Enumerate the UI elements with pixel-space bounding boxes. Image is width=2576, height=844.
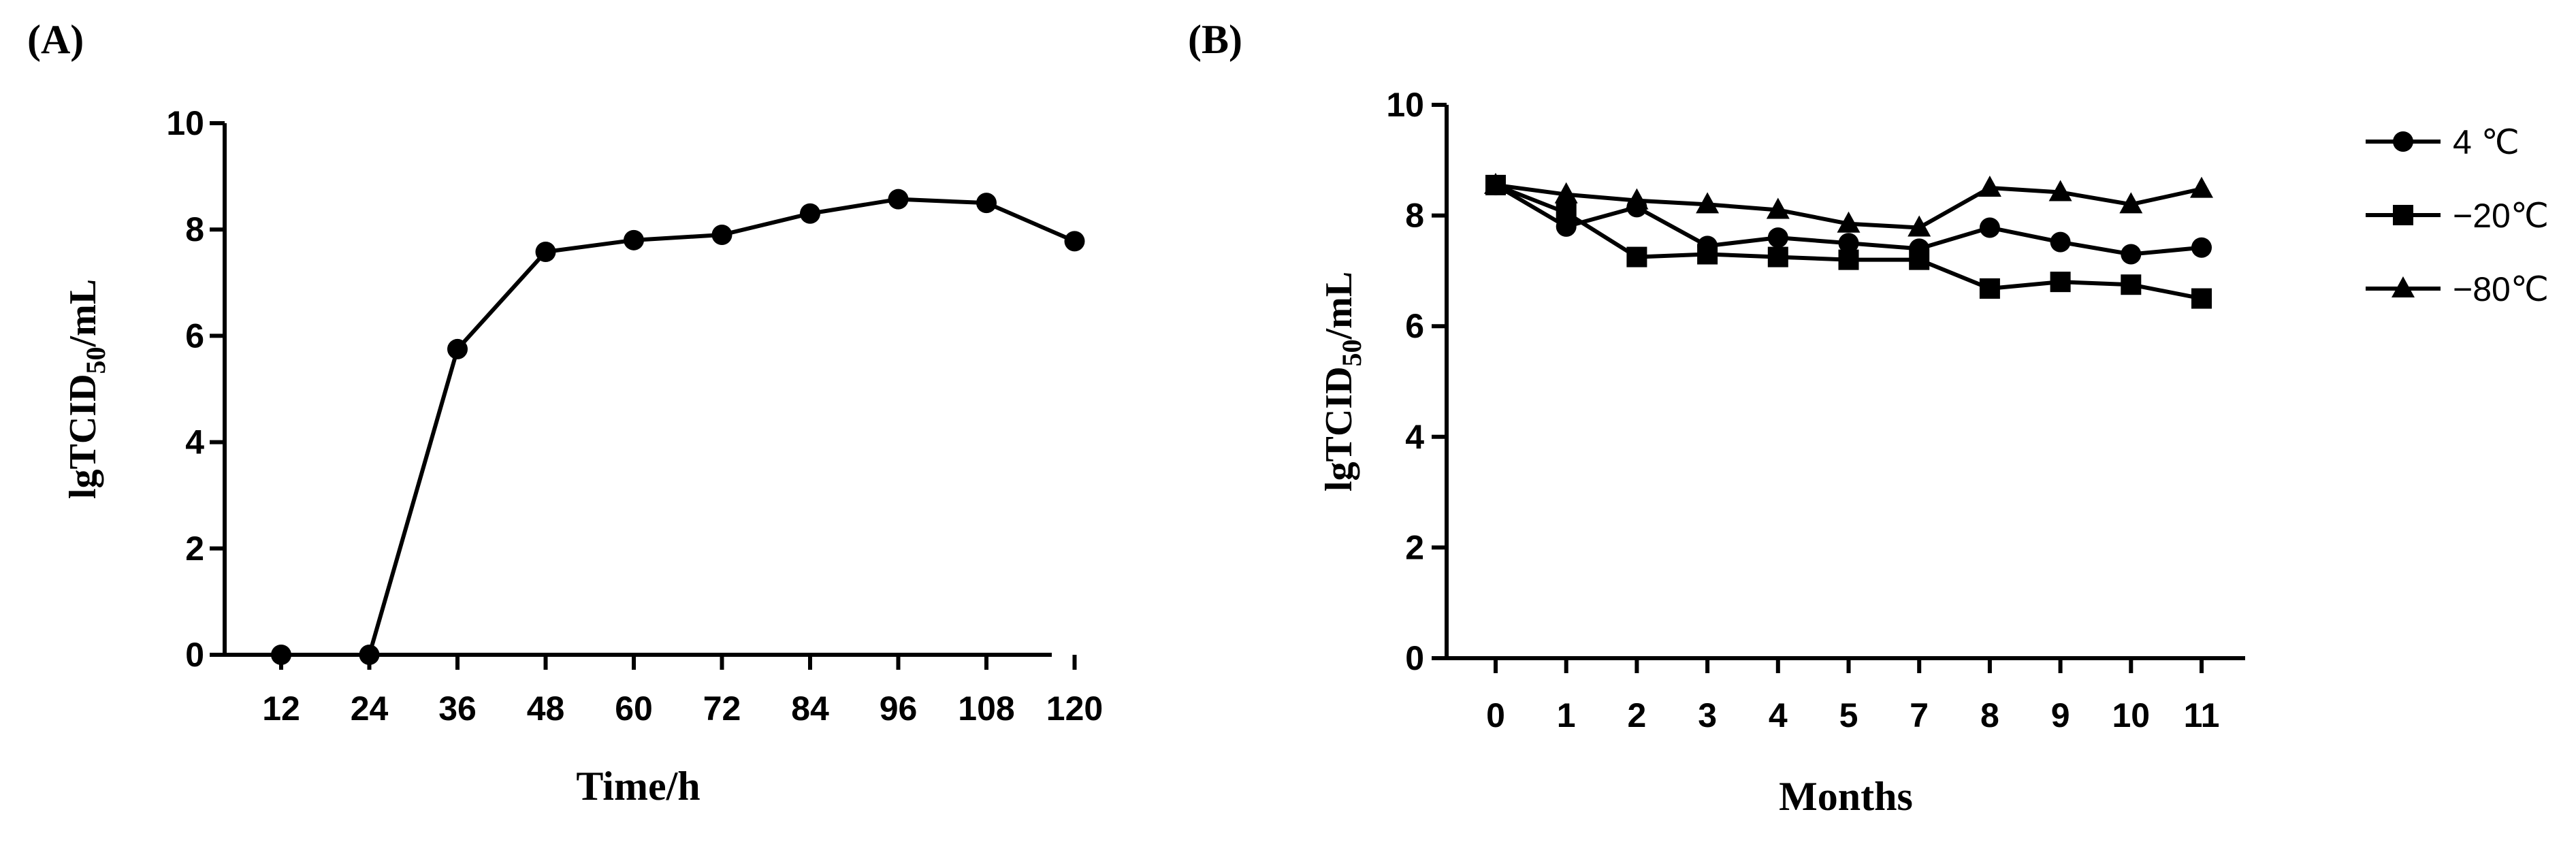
x-tick-label: 2 — [1627, 696, 1646, 734]
data-point — [800, 203, 820, 224]
x-tick-label: 60 — [615, 689, 653, 728]
data-point — [1696, 192, 1720, 214]
data-point — [711, 225, 732, 246]
legend-item: −80℃ — [2366, 270, 2549, 308]
legend-label: −80℃ — [2453, 270, 2549, 308]
y-tick-label: 0 — [185, 636, 204, 674]
legend-label: −20℃ — [2453, 197, 2549, 235]
data-point — [1978, 175, 2001, 197]
x-tick-label: 10 — [2112, 696, 2150, 734]
data-point — [1484, 172, 1507, 194]
data-point — [2048, 180, 2072, 201]
x-tick-label: 96 — [880, 689, 918, 728]
x-tick-label: 0 — [1486, 696, 1505, 734]
data-point — [1766, 197, 1790, 219]
x-axis-label: Time/h — [576, 764, 700, 809]
x-tick-label: 48 — [527, 689, 565, 728]
data-point — [1064, 231, 1085, 252]
legend-item: 4 ℃ — [2366, 123, 2519, 161]
data-point — [1697, 244, 1718, 265]
data-point — [1554, 182, 1578, 204]
data-point — [1979, 278, 2000, 299]
series-3 — [1484, 172, 2213, 237]
y-axis-label: lgTCID50/mL — [62, 279, 111, 499]
y-tick-label: 2 — [185, 530, 204, 568]
data-point — [888, 189, 909, 210]
y-tick-label: 10 — [166, 104, 204, 142]
x-tick-label: 72 — [703, 689, 741, 728]
chart-panel-b: (B) 0 2 4 6 8 10 0 1 2 3 4 5 7 8 9 10 11 Months lgTCID50/mL… — [1188, 17, 2549, 819]
data-point — [359, 645, 380, 665]
panel-label: (A) — [27, 17, 84, 62]
x-tick-label: 8 — [1980, 696, 1999, 734]
x-tick-label: 84 — [791, 689, 829, 728]
data-point — [2190, 176, 2213, 198]
x-tick-label: 12 — [262, 689, 300, 728]
y-tick-label: 8 — [185, 210, 204, 248]
data-point — [1625, 188, 1649, 210]
x-tick-label: 120 — [1046, 689, 1103, 728]
data-point — [2121, 274, 2142, 295]
y-axis-label: lgTCID50/mL — [1318, 272, 1367, 491]
y-tick-label: 4 — [1405, 418, 1424, 456]
y-tick-label: 6 — [185, 316, 204, 355]
x-tick-label: 3 — [1698, 696, 1717, 734]
x-tick-label: 7 — [1910, 696, 1929, 734]
data-point — [976, 193, 997, 214]
series-1 — [271, 189, 1085, 665]
y-tick-label: 0 — [1405, 639, 1424, 677]
data-point — [624, 229, 644, 250]
y-tick-label: 2 — [1405, 528, 1424, 566]
data-point — [2191, 237, 2212, 258]
data-point — [447, 338, 468, 359]
x-tick-label: 5 — [1839, 696, 1858, 734]
y-tick-label: 10 — [1386, 86, 1424, 124]
y-tick-label: 6 — [1405, 307, 1424, 345]
data-point — [535, 242, 556, 263]
data-point — [2050, 231, 2071, 253]
x-axis-label: Months — [1779, 774, 1913, 819]
y-tick-label: 8 — [1405, 197, 1424, 235]
data-point — [1837, 211, 1861, 233]
panel-label: (B) — [1188, 17, 1242, 62]
legend-marker — [2393, 205, 2413, 225]
legend-item: −20℃ — [2366, 197, 2549, 235]
data-point — [1909, 249, 1930, 270]
data-point — [1556, 202, 1577, 223]
data-point — [1767, 246, 1788, 267]
x-tick-label: 108 — [958, 689, 1014, 728]
x-tick-label: 36 — [438, 689, 477, 728]
data-point — [1626, 246, 1647, 267]
data-point — [2121, 244, 2142, 265]
x-tick-label: 9 — [2051, 696, 2070, 734]
data-point — [1838, 233, 1859, 254]
x-tick-label: 4 — [1769, 696, 1788, 734]
data-point — [1838, 249, 1859, 270]
x-tick-label: 24 — [351, 689, 389, 728]
data-point — [2050, 272, 2071, 293]
data-point — [2119, 192, 2143, 214]
series-line — [281, 197, 1076, 657]
data-point — [1767, 227, 1788, 248]
y-tick-label: 4 — [185, 423, 204, 461]
data-point — [1907, 215, 1931, 237]
x-tick-label: 11 — [2184, 696, 2220, 734]
legend-label: 4 ℃ — [2453, 123, 2519, 161]
data-point — [2191, 288, 2212, 309]
data-point — [271, 645, 291, 665]
legend-marker — [2393, 131, 2413, 152]
x-tick-label: 1 — [1557, 696, 1576, 734]
data-point — [1979, 217, 2000, 238]
legend: 4 ℃ −20℃ −80℃ — [2366, 123, 2549, 308]
legend-marker — [2392, 276, 2415, 297]
